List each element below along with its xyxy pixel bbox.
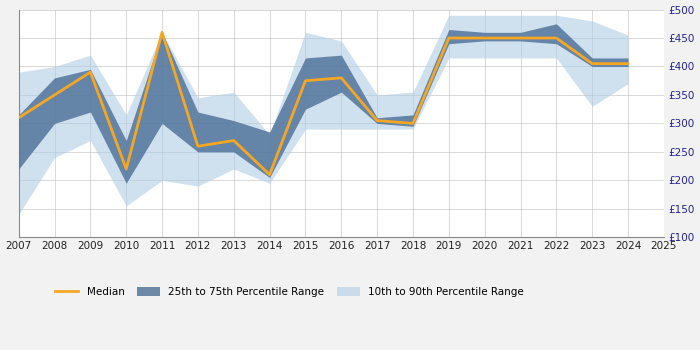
Legend: Median, 25th to 75th Percentile Range, 10th to 90th Percentile Range: Median, 25th to 75th Percentile Range, 1… bbox=[52, 284, 527, 300]
